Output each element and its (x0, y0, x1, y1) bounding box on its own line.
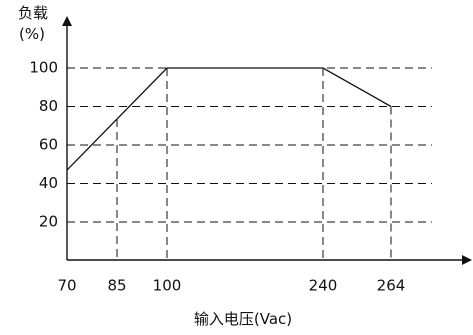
y-tick-label-80: 80 (39, 97, 58, 115)
y-tick-label-20: 20 (39, 213, 58, 231)
axes (62, 16, 472, 265)
x-tick-label-70: 70 (57, 277, 76, 295)
x-tick-label-100: 100 (153, 277, 182, 295)
x-tick-label-240: 240 (309, 277, 338, 295)
tick-labels: 20 40 60 80 100 70 85 100 240 264 (29, 59, 405, 295)
y-axis-unit: (%) (19, 25, 45, 43)
y-tick-label-40: 40 (39, 174, 58, 192)
y-tick-label-100: 100 (29, 59, 58, 77)
grid-lines (67, 67, 432, 260)
x-axis-title: 输入电压(Vac) (194, 310, 292, 328)
data-series (66, 67, 392, 171)
load-line-series (66, 67, 392, 171)
x-tick-label-264: 264 (377, 277, 406, 295)
y-axis-title: 负载 (18, 4, 48, 22)
y-tick-label-60: 60 (39, 136, 58, 154)
x-tick-label-85: 85 (107, 277, 126, 295)
